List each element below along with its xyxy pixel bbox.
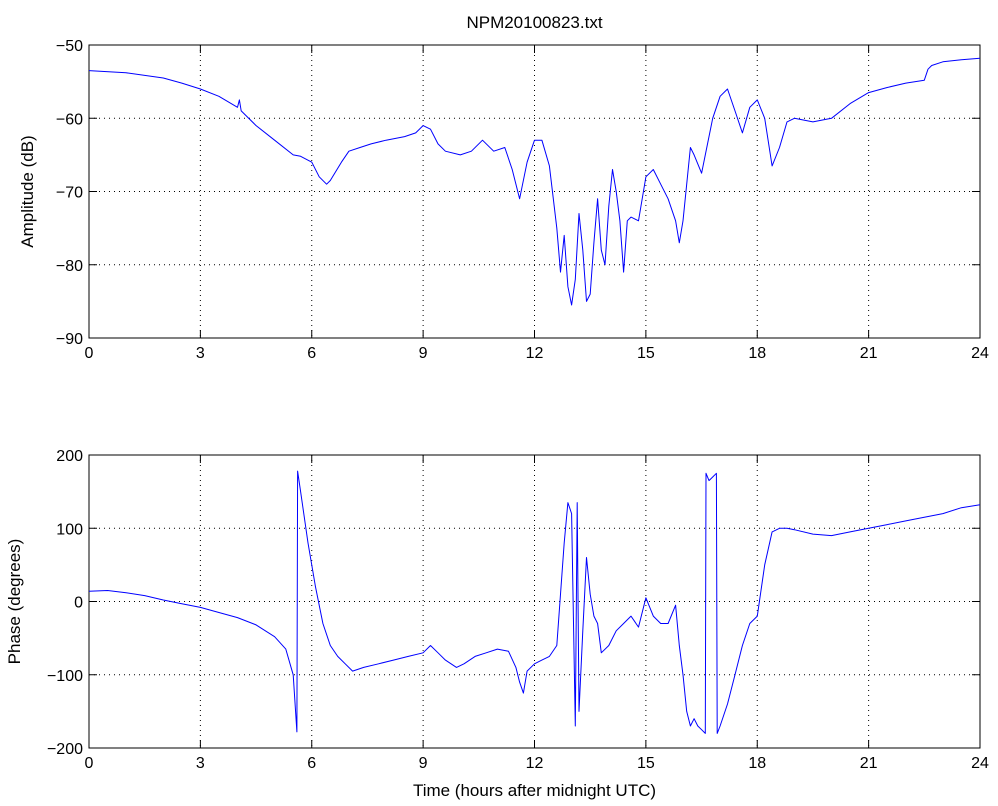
series-line <box>88 57 981 306</box>
y-tick-label: −200 <box>47 741 83 758</box>
x-tick-label: 12 <box>526 755 544 772</box>
x-tick-label: 18 <box>748 345 766 362</box>
x-tick-label: 21 <box>860 345 878 362</box>
y-tick-label: −80 <box>56 258 83 275</box>
x-tick-label: 15 <box>637 345 655 362</box>
series-line <box>88 470 981 734</box>
chart-title: NPM20100823.txt <box>466 13 602 32</box>
y-tick-label: −70 <box>56 185 83 202</box>
x-tick-label: 3 <box>196 755 205 772</box>
y-tick-label: −100 <box>47 668 83 685</box>
x-tick-label: 15 <box>637 755 655 772</box>
y-axis-label: Amplitude (dB) <box>18 135 37 247</box>
x-tick-label: 3 <box>196 345 205 362</box>
y-axis-label: Phase (degrees) <box>5 539 24 665</box>
x-tick-label: 6 <box>307 755 316 772</box>
y-tick-label: −60 <box>56 111 83 128</box>
y-tick-label: 200 <box>56 448 83 465</box>
x-tick-label: 6 <box>307 345 316 362</box>
phase-plot: 0 3 6 9 12 15 18 21 24 −200 −100 0 100 200 Time (hours… <box>5 448 989 800</box>
x-tick-label: 9 <box>419 755 428 772</box>
x-tick-label: 21 <box>860 755 878 772</box>
y-tick-label: −50 <box>56 38 83 55</box>
x-tick-label: 18 <box>748 755 766 772</box>
y-tick-label: 100 <box>56 521 83 538</box>
x-tick-label: 24 <box>971 345 989 362</box>
x-tick-label: 0 <box>85 755 94 772</box>
y-tick-label: 0 <box>74 595 83 612</box>
x-tick-label: 0 <box>85 345 94 362</box>
x-axis-label: Time (hours after midnight UTC) <box>413 781 656 800</box>
x-tick-label: 9 <box>419 345 428 362</box>
amplitude-plot: 0 3 6 9 12 15 18 21 24 −90 −80 −70 −60 −50 NPM20100823… <box>18 13 989 362</box>
y-tick-label: −90 <box>56 331 83 348</box>
x-tick-label: 24 <box>971 755 989 772</box>
x-tick-label: 12 <box>526 345 544 362</box>
